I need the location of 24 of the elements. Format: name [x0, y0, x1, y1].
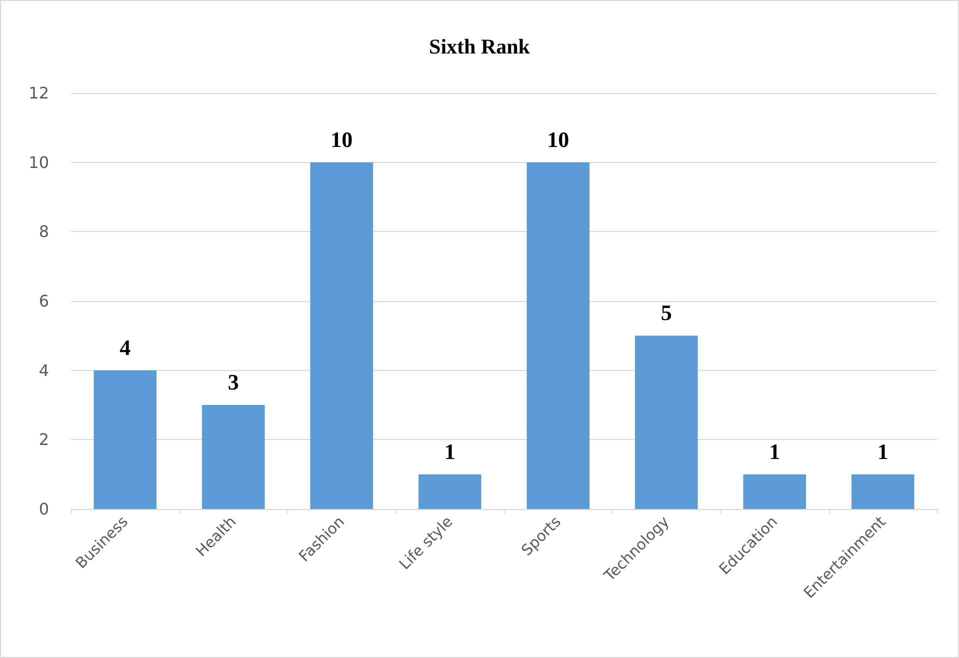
y-tick-label: 0: [38, 500, 49, 518]
data-label: 1: [444, 438, 456, 464]
y-tick-label: 2: [38, 430, 49, 450]
y-tick-label: 8: [38, 222, 49, 242]
bar: [634, 336, 698, 509]
data-label: 10: [330, 126, 353, 152]
data-label: 1: [769, 438, 780, 464]
bar: [851, 474, 914, 509]
bar: [418, 474, 482, 509]
chart-title: Sixth Rank: [429, 34, 530, 58]
y-tick-label: 4: [38, 360, 49, 380]
data-label: 10: [547, 126, 570, 152]
bar: [310, 162, 374, 509]
data-label: 4: [120, 334, 131, 360]
bar: [526, 162, 590, 509]
data-label: 3: [228, 370, 239, 394]
data-label: 5: [660, 300, 672, 326]
bar: [202, 405, 265, 509]
data-label: 1: [877, 438, 888, 464]
y-tick-label: 6: [38, 292, 49, 310]
bar: [743, 474, 806, 509]
y-tick-label: 10: [28, 152, 49, 172]
y-tick-label: 12: [28, 84, 49, 102]
bar: [94, 370, 157, 509]
